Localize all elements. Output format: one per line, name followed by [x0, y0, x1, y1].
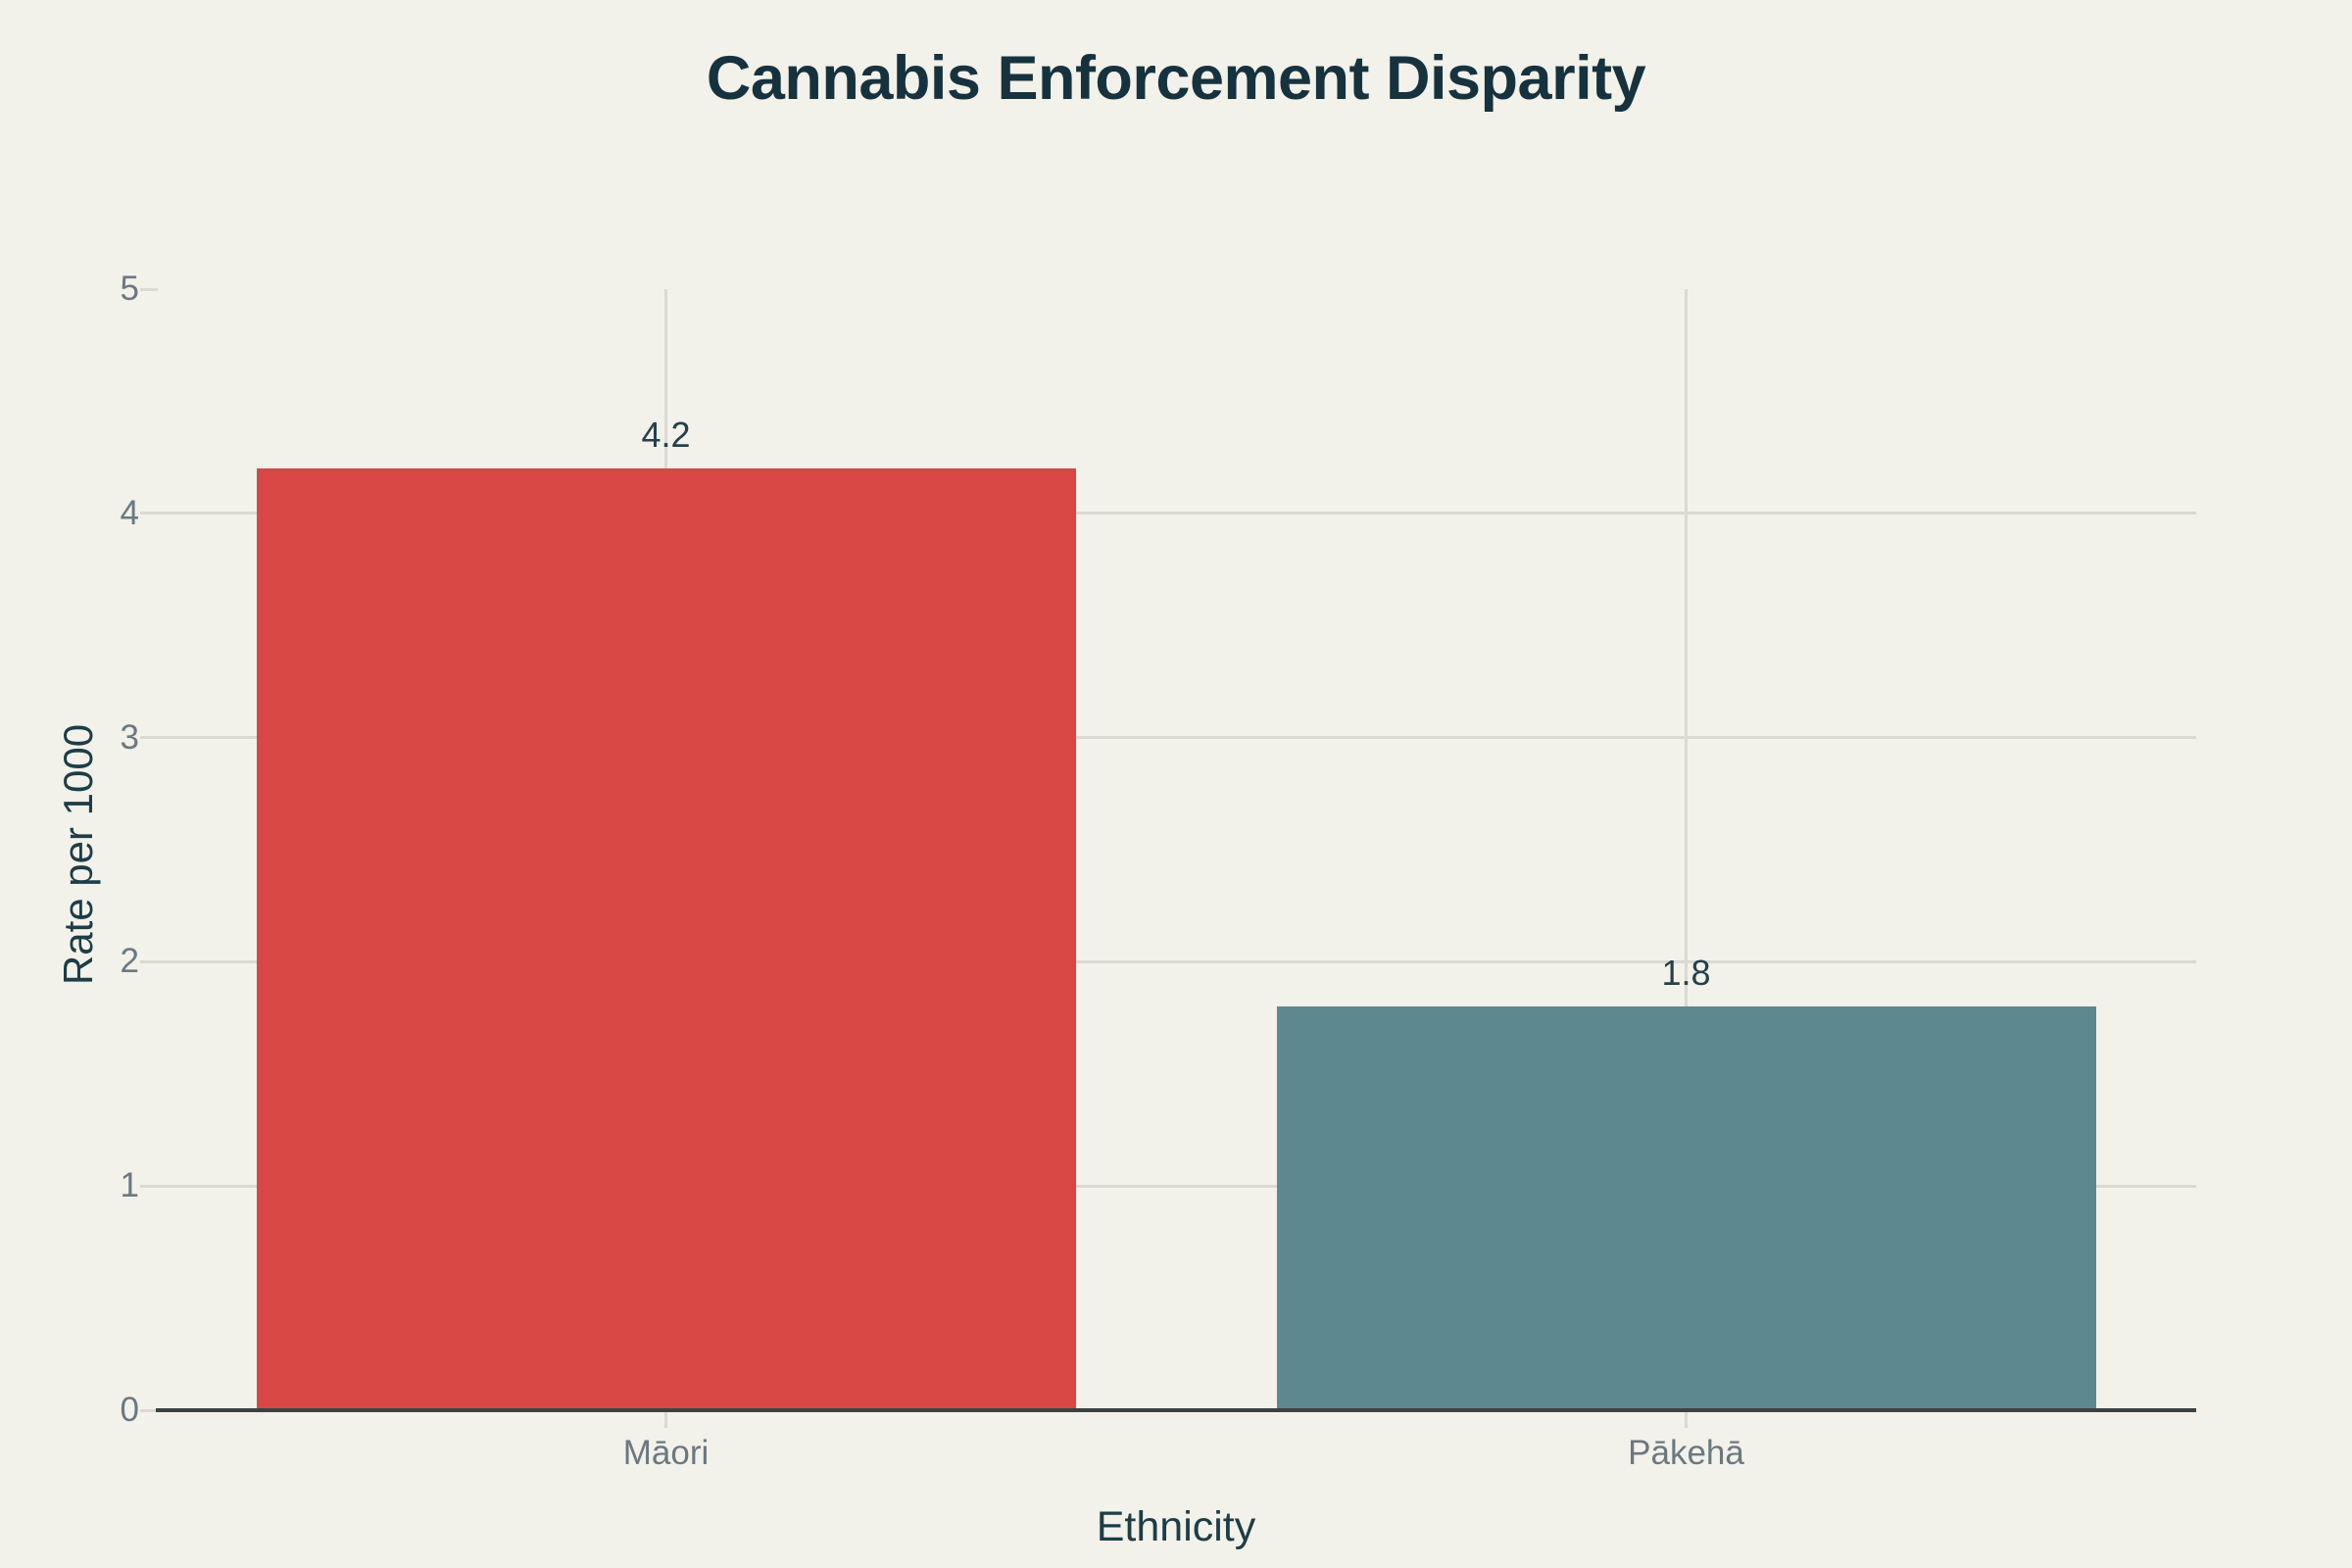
- y-tick-label: 5: [120, 270, 139, 308]
- x-tick-label: Pākehā: [1628, 1434, 1744, 1472]
- y-tick-label: 4: [120, 493, 139, 532]
- x-tick-label: Māori: [622, 1434, 710, 1472]
- y-tick-mark: [140, 736, 158, 740]
- y-tick-mark: [140, 1408, 158, 1412]
- bar-pakeha: [1276, 1006, 2096, 1410]
- y-tick-label: 2: [120, 942, 139, 981]
- y-tick-mark: [140, 959, 158, 963]
- y-gridline: [156, 1184, 2196, 1188]
- y-gridline: [156, 512, 2196, 515]
- y-tick-mark: [140, 287, 158, 291]
- y-tick-mark: [140, 512, 158, 515]
- y-tick-label: 3: [120, 717, 139, 757]
- y-tick-label: 1: [120, 1166, 139, 1205]
- x-tick-mark: [1685, 1412, 1688, 1428]
- y-gridline: [156, 736, 2196, 740]
- y-gridline: [156, 959, 2196, 963]
- x-tick-mark: [664, 1412, 667, 1428]
- x-axis-line: [156, 1408, 2196, 1412]
- bar-value-label: 4.2: [641, 415, 691, 456]
- x-axis-title: Ethnicity: [1096, 1503, 1256, 1550]
- bar-value-label: 1.8: [1661, 953, 1711, 994]
- x-gridline: [1685, 289, 1688, 1410]
- bar-maori: [256, 468, 1076, 1410]
- y-tick-label: 0: [120, 1391, 139, 1429]
- chart-title: Cannabis Enforcement Disparity: [706, 44, 1646, 113]
- y-tick-mark: [140, 1184, 158, 1188]
